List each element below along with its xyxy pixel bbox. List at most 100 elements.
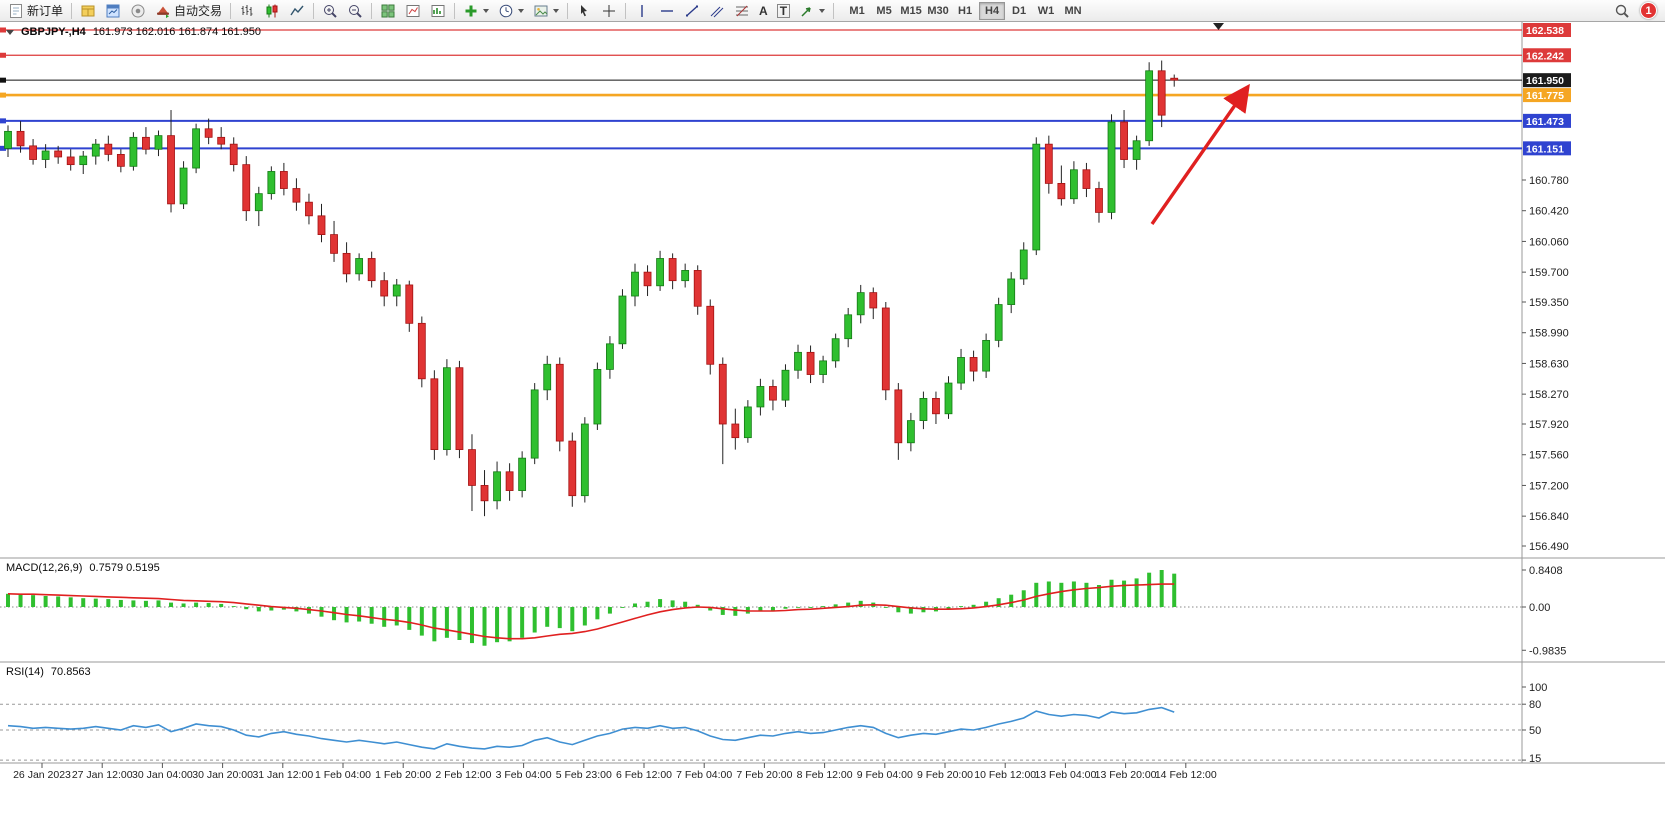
search-button[interactable] [1610, 1, 1634, 21]
crosshair-button[interactable] [597, 1, 621, 21]
separator [230, 2, 232, 19]
horizontal-lines[interactable] [0, 27, 1522, 151]
periods-button[interactable] [494, 1, 528, 21]
hline-handle[interactable] [0, 145, 6, 151]
timeframe-m30[interactable]: M30 [925, 2, 951, 20]
svg-text:7 Feb 04:00: 7 Feb 04:00 [676, 769, 732, 781]
svg-text:161.775: 161.775 [1526, 90, 1564, 102]
zoom-in-button[interactable] [318, 1, 342, 21]
price-axis: 160.780 160.420 160.060 159.700 159.350 158.9… [1522, 23, 1571, 553]
svg-text:30 Jan 20:00: 30 Jan 20:00 [192, 769, 253, 781]
timeframe-h1[interactable]: H1 [952, 2, 978, 20]
hline-handle[interactable] [0, 27, 6, 33]
svg-text:8 Feb 12:00: 8 Feb 12:00 [797, 769, 853, 781]
line-chart-button[interactable] [285, 1, 309, 21]
vertical-line-button[interactable] [630, 1, 654, 21]
trend-arrow[interactable] [1150, 83, 1250, 225]
svg-text:0.00: 0.00 [1529, 602, 1550, 614]
search-icon [1615, 4, 1629, 18]
clock-icon [499, 4, 513, 17]
chevron-down-icon [553, 8, 560, 13]
price-badge [1523, 88, 1571, 103]
layouts-button[interactable] [76, 1, 100, 21]
rsi-line [7, 706, 1175, 750]
horizontal-line-button[interactable] [655, 1, 679, 21]
chevron-down-icon [483, 8, 490, 13]
trendline-button[interactable] [680, 1, 704, 21]
templates-button[interactable] [529, 1, 563, 21]
line-chart-icon [290, 5, 304, 15]
separator [71, 2, 73, 19]
svg-text:3 Feb 04:00: 3 Feb 04:00 [496, 769, 552, 781]
cursor-button[interactable] [572, 1, 596, 21]
svg-text:1 Feb 04:00: 1 Feb 04:00 [315, 769, 371, 781]
bar-chart-icon [241, 4, 253, 16]
hline-handle[interactable] [0, 118, 6, 124]
community-button[interactable] [126, 1, 150, 21]
text-label-button[interactable]: T [773, 1, 794, 21]
svg-text:9 Feb 04:00: 9 Feb 04:00 [857, 769, 913, 781]
layouts-icon [81, 5, 95, 16]
profiles-button[interactable] [101, 1, 125, 21]
macd-label: MACD(12,26,9) [6, 562, 83, 574]
rsi-panel: 100 80 50 15 [0, 682, 1547, 765]
svg-text:13 Feb 04:00: 13 Feb 04:00 [1034, 769, 1096, 781]
template-image-icon [534, 5, 548, 16]
new-order-button[interactable]: 新订单 [4, 1, 67, 21]
separator [567, 2, 569, 19]
svg-text:10 Feb 12:00: 10 Feb 12:00 [974, 769, 1036, 781]
hline-handle[interactable] [0, 77, 6, 83]
fibonacci-button[interactable] [730, 1, 754, 21]
svg-text:15: 15 [1529, 753, 1541, 765]
svg-text:160.060: 160.060 [1529, 236, 1569, 248]
tile-windows-button[interactable] [376, 1, 400, 21]
fibonacci-icon [736, 5, 749, 16]
bar-chart-button[interactable] [235, 1, 259, 21]
timeframe-m15[interactable]: M15 [898, 2, 924, 20]
svg-text:162.538: 162.538 [1526, 25, 1564, 37]
scroll-position-marker[interactable] [1213, 23, 1224, 30]
symbol-dropdown-icon[interactable] [6, 29, 14, 35]
channel-button[interactable] [705, 1, 729, 21]
timeframe-mn[interactable]: MN [1060, 2, 1086, 20]
toolbar: 新订单 自动交易 A T M1 M5 M15 M30 H1 H4 D1 W1 MN 1 [0, 0, 1665, 22]
svg-text:-0.9835: -0.9835 [1529, 645, 1566, 657]
autotrading-button[interactable]: 自动交易 [151, 1, 226, 21]
svg-text:161.151: 161.151 [1526, 143, 1564, 155]
chart-shift-button[interactable] [426, 1, 450, 21]
indicators-button[interactable] [459, 1, 493, 21]
svg-text:156.840: 156.840 [1529, 511, 1569, 523]
time-axis[interactable]: 26 Jan 2023 27 Jan 12:00 30 Jan 04:00 30 Ja… [13, 763, 1217, 781]
svg-text:50: 50 [1529, 725, 1541, 737]
notification-count: 1 [1645, 5, 1652, 17]
price-badge [1523, 141, 1571, 156]
arrows-tool-button[interactable] [795, 1, 829, 21]
price-badge [1523, 48, 1571, 63]
svg-text:158.990: 158.990 [1529, 328, 1569, 340]
arrows-tool-icon [801, 6, 811, 17]
candlestick-button[interactable] [260, 1, 284, 21]
equidistant-channel-icon [710, 6, 724, 17]
new-chart-window-button[interactable] [401, 1, 425, 21]
rsi-label: RSI(14) [6, 666, 44, 678]
text-tool-button[interactable]: A [755, 1, 772, 21]
toolbar-right: 1 [1610, 1, 1661, 21]
zoom-out-button[interactable] [343, 1, 367, 21]
hline-handle[interactable] [0, 52, 6, 58]
new-chart-window-icon [406, 4, 420, 17]
timeframe-w1[interactable]: W1 [1033, 2, 1059, 20]
timeframe-m5[interactable]: M5 [871, 2, 897, 20]
svg-text:80: 80 [1529, 699, 1541, 711]
svg-text:160.780: 160.780 [1529, 175, 1569, 187]
chart-title: GBPJPY-,H4 161.973 162.016 161.874 161.9… [6, 26, 268, 38]
price-badge [1523, 73, 1571, 88]
price-badge [1523, 23, 1571, 37]
separator [313, 2, 315, 19]
timeframe-h4[interactable]: H4 [979, 1, 1006, 20]
timeframe-m1[interactable]: M1 [844, 2, 870, 20]
notification-badge[interactable]: 1 [1640, 2, 1657, 19]
svg-text:6 Feb 12:00: 6 Feb 12:00 [616, 769, 672, 781]
hline-handle[interactable] [0, 92, 6, 98]
timeframe-d1[interactable]: D1 [1006, 2, 1032, 20]
